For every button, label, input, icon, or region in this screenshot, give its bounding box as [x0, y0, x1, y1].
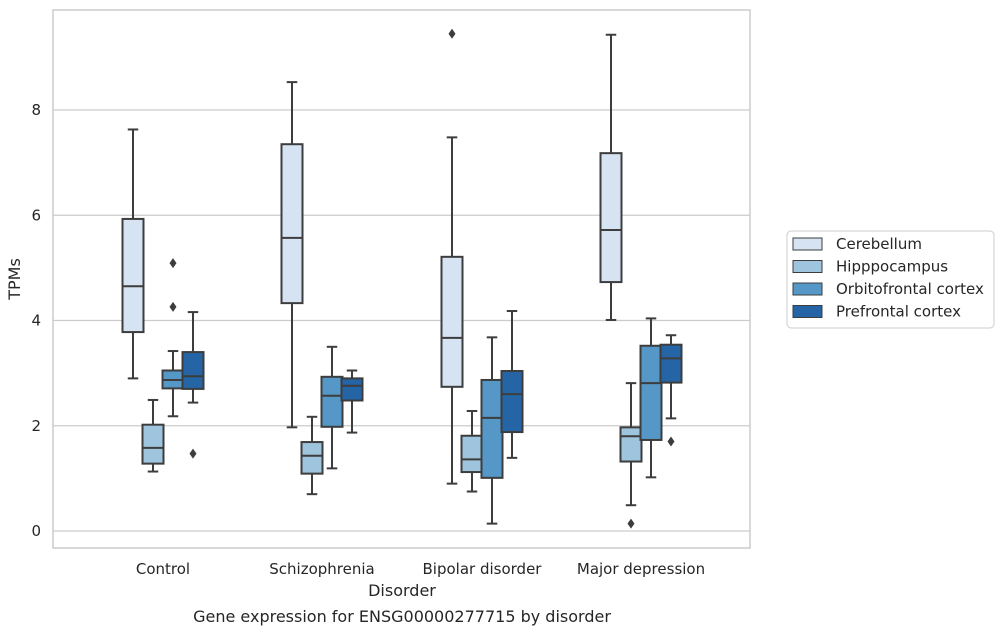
- axis-ticks: 0 2 4 6 8 Control Schizophrenia Bipolar disorde…: [31, 101, 705, 578]
- box: [121, 217, 145, 334]
- box: [300, 441, 324, 475]
- outlier-point: [169, 301, 177, 312]
- outlier-point: [448, 28, 456, 39]
- box-group: [440, 28, 464, 485]
- x-tick-label: Control: [136, 560, 190, 578]
- outlier-point: [627, 518, 635, 529]
- box-group: [500, 310, 524, 459]
- x-tick-label: Schizophrenia: [269, 560, 374, 578]
- x-axis-label: Disorder: [368, 581, 436, 600]
- box-group: [300, 415, 324, 496]
- legend-swatch: [792, 237, 823, 251]
- box: [500, 370, 524, 434]
- legend-swatch: [792, 282, 823, 296]
- legend-frame: [786, 230, 995, 329]
- x-tick-label: Major depression: [577, 560, 705, 578]
- outlier-point: [667, 436, 675, 447]
- box-group: [619, 382, 643, 529]
- box: [460, 434, 484, 474]
- box: [340, 377, 364, 402]
- y-tick-label: 0: [31, 522, 41, 540]
- y-axis-label: TPMs: [5, 258, 24, 301]
- box-group: [639, 317, 663, 479]
- box: [619, 426, 643, 463]
- x-tick-label: Bipolar disorder: [423, 560, 543, 578]
- box: [181, 351, 205, 390]
- chart-title: Gene expression for ENSG00000277715 by d…: [193, 607, 611, 626]
- outlier-point: [189, 448, 197, 459]
- box-group: [340, 369, 364, 434]
- box-group: [181, 311, 205, 459]
- y-tick-label: 2: [31, 417, 41, 435]
- legend-swatch: [792, 305, 823, 318]
- y-tick-label: 8: [31, 101, 41, 119]
- box-group: [141, 398, 165, 473]
- legend-entry-label: Orbitofrontal cortex: [836, 280, 984, 298]
- box: [320, 375, 344, 428]
- legend-entry-label: Cerebellum: [836, 235, 922, 253]
- plot-frame: [52, 9, 751, 549]
- box: [480, 378, 504, 479]
- y-tick-label: 6: [31, 206, 41, 224]
- box: [141, 423, 165, 465]
- outlier-point: [169, 258, 177, 269]
- box: [659, 343, 683, 384]
- legend: Cerebellum Hipppocampus Orbitofrontal cort…: [786, 230, 995, 329]
- box-group: [320, 345, 344, 470]
- box-group: [121, 128, 145, 380]
- box-group: [480, 336, 504, 525]
- plot-boxes: [121, 28, 683, 529]
- box: [280, 143, 304, 305]
- box-group: [659, 334, 683, 447]
- box: [599, 152, 623, 284]
- y-tick-label: 4: [31, 312, 41, 330]
- box: [440, 255, 464, 388]
- legend-entry-label: Prefrontal cortex: [836, 303, 961, 321]
- box: [639, 344, 663, 441]
- box-group: [161, 258, 185, 418]
- box-group: [460, 410, 484, 493]
- legend-entry-label: Hipppocampus: [836, 258, 948, 276]
- gridlines: [53, 109, 750, 532]
- legend-swatch: [792, 260, 823, 273]
- box-group: [599, 33, 623, 321]
- box-group: [280, 81, 304, 429]
